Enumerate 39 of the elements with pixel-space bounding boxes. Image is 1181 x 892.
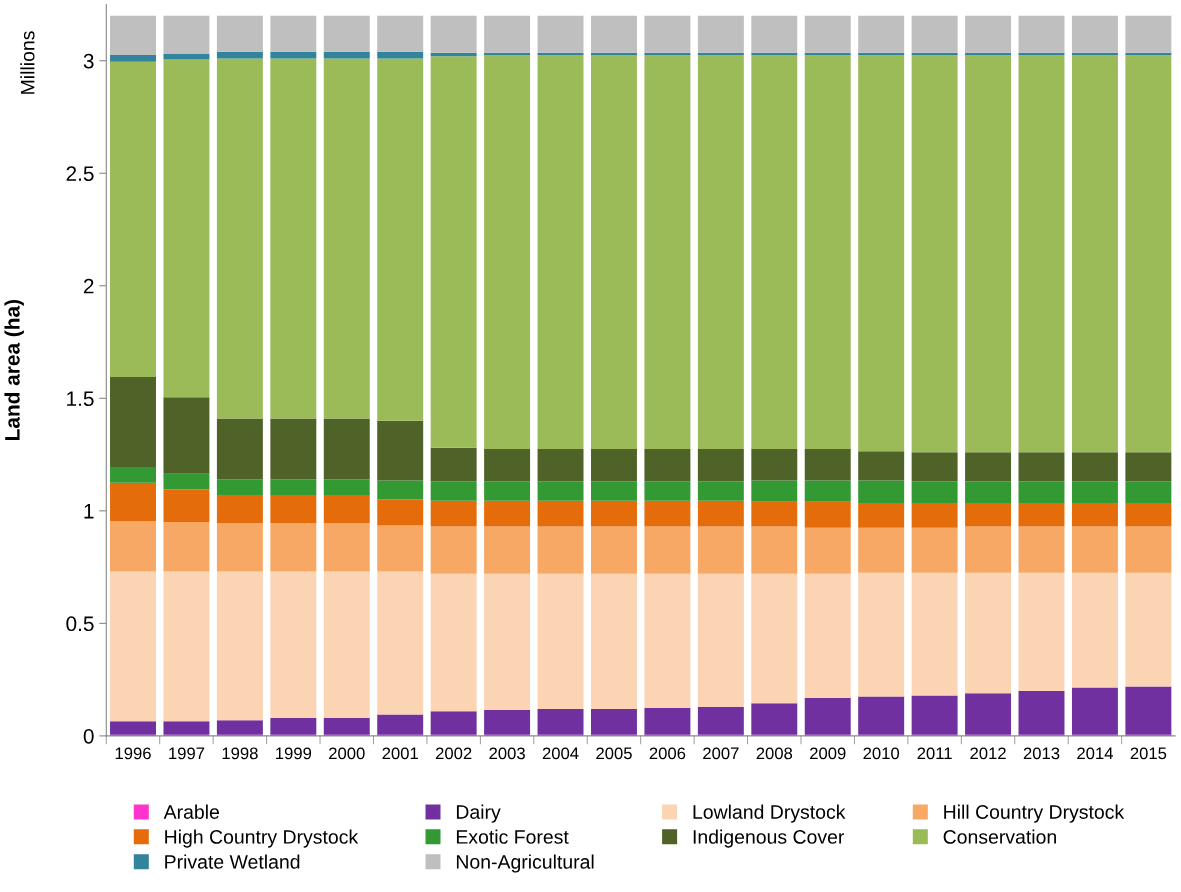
x-tick-label: 2004: [542, 747, 579, 760]
x-tick-label: 1999: [276, 747, 312, 760]
x-tick-label: 2013: [1023, 747, 1060, 760]
x-tick-label: 2000: [329, 747, 365, 760]
x-tick-label: 1996: [115, 747, 151, 760]
legend-label: Conservation: [943, 829, 1056, 844]
x-tick-label: 2014: [1077, 747, 1113, 760]
x-tick-label: 2012: [970, 747, 1006, 760]
y-tick-label: 0.5: [66, 616, 94, 632]
legend-label: Private Wetland: [165, 854, 300, 869]
y-axis-title: Land area (ha): [4, 300, 24, 440]
y-tick-label: 0: [83, 728, 94, 744]
x-tick-label: 2007: [703, 747, 739, 760]
legend-label: Arable: [163, 804, 219, 819]
legend-label: Non-Agricultural: [456, 854, 594, 873]
y-tick-label: 3: [83, 53, 94, 69]
y-tick-label: 2.5: [66, 166, 94, 182]
x-tick-label: 2008: [756, 747, 793, 760]
x-tick-label: 2015: [1130, 747, 1167, 760]
y-tick-label: 1.5: [67, 391, 94, 407]
legend-label: High Country Drystock: [165, 829, 359, 848]
legend-label: Hill Country Drystock: [944, 804, 1125, 823]
legend-label: Exotic Forest: [456, 829, 569, 844]
y-tick-label: 2: [83, 278, 94, 294]
legend-label: Indigenous Cover: [693, 829, 845, 848]
x-tick-label: 2002: [435, 747, 472, 760]
legend-label: Lowland Drystock: [693, 804, 846, 823]
y-tick-label: 1: [84, 504, 94, 519]
x-tick-label: 1998: [222, 747, 258, 760]
x-tick-label: 2001: [382, 747, 418, 760]
x-tick-label: 2003: [489, 747, 525, 760]
text: Millions: [20, 31, 35, 94]
x-tick-label: 2011: [917, 747, 952, 760]
x-tick-label: 2006: [649, 747, 686, 760]
x-tick-label: 2009: [810, 747, 846, 760]
legend-label: Dairy: [456, 804, 501, 823]
x-tick-label: 2010: [863, 747, 900, 760]
x-tick-label: 2005: [596, 747, 632, 760]
x-tick-label: 1997: [169, 747, 205, 760]
